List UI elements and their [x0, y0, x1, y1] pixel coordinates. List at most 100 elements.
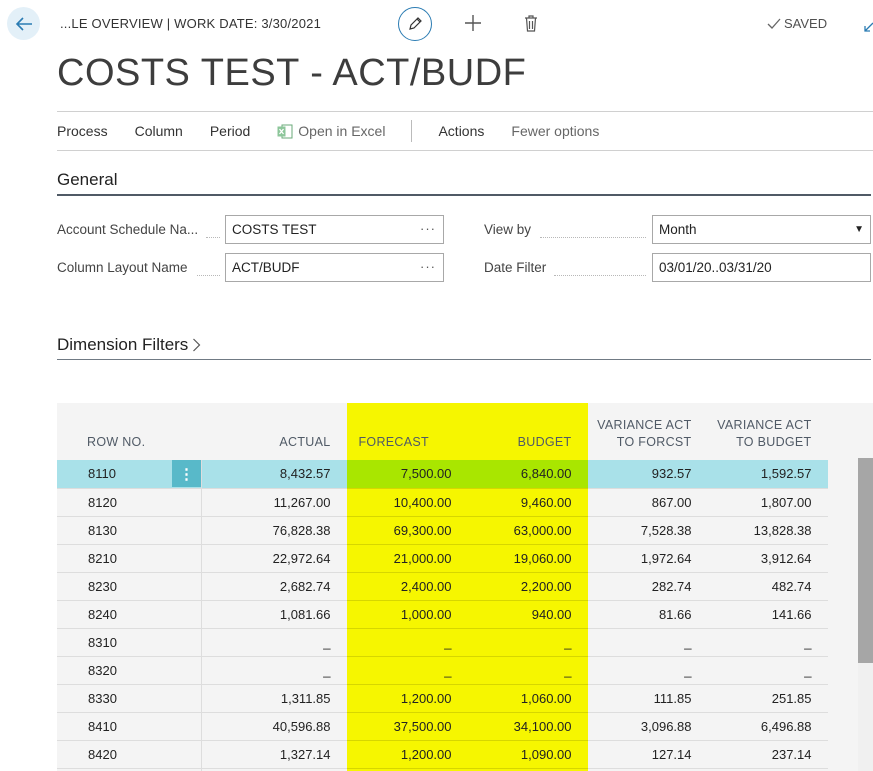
column-header-budget[interactable]: BUDGET	[467, 403, 588, 460]
cell-var-forcst[interactable]	[587, 768, 708, 771]
cell-budget[interactable]: _	[467, 656, 588, 685]
lookup-ellipsis-icon[interactable]: ···	[420, 221, 436, 236]
cell-budget[interactable]: _	[467, 628, 588, 657]
cell-actual[interactable]: 40,596.88	[201, 712, 347, 741]
cell-forecast[interactable]: 1,200.00	[346, 684, 468, 713]
cell-forecast[interactable]: 7,500.00	[346, 460, 468, 489]
cell-row-no[interactable]: 8240	[57, 600, 172, 629]
table-row[interactable]: 8240 1,081.66 1,000.00 940.00 81.66 141.66	[57, 600, 828, 629]
cell-actual[interactable]: 8,432.57	[201, 460, 347, 489]
general-section-title[interactable]: General	[57, 170, 118, 189]
scrollbar-thumb[interactable]	[858, 458, 873, 663]
view-by-select[interactable]: Month ▼	[652, 215, 871, 244]
cell-forecast[interactable]: 69,300.00	[346, 516, 468, 545]
cell-var-forcst[interactable]: 81.66	[587, 600, 708, 629]
cell-var-forcst[interactable]: 282.74	[587, 572, 708, 601]
column-header-variance-forcst[interactable]: VARIANCE ACT TO FORCST	[588, 403, 708, 460]
column-header-actual[interactable]: ACTUAL	[279, 435, 331, 449]
cell-var-budget[interactable]: 251.85	[707, 684, 828, 713]
cell-row-no[interactable]: 8120	[57, 488, 172, 517]
table-row[interactable]: 8410 40,596.88 37,500.00 34,100.00 3,096.88 6…	[57, 712, 828, 741]
cell-budget[interactable]: 34,100.00	[467, 712, 588, 741]
cell-var-forcst[interactable]: 932.57	[587, 460, 708, 489]
cell-forecast[interactable]: _	[346, 628, 468, 657]
cell-var-forcst[interactable]: _	[587, 656, 708, 685]
cell-forecast[interactable]: 37,500.00	[346, 712, 468, 741]
table-row[interactable]: 8210 22,972.64 21,000.00 19,060.00 1,972.64 3…	[57, 544, 828, 573]
cell-budget[interactable]: 9,460.00	[467, 488, 588, 517]
cell-var-budget[interactable]: 3,912.64	[707, 544, 828, 573]
cell-forecast[interactable]: 10,400.00	[346, 488, 468, 517]
table-row[interactable]: 8320 _ _ _ _ _	[57, 656, 828, 685]
cell-var-budget[interactable]: 1,807.00	[707, 488, 828, 517]
cell-row-no[interactable]: 8410	[57, 712, 172, 741]
cell-budget[interactable]: 1,090.00	[467, 740, 588, 769]
cell-row-no[interactable]	[57, 768, 172, 771]
cell-var-budget[interactable]: _	[707, 628, 828, 657]
cell-budget[interactable]	[467, 768, 588, 771]
cell-actual[interactable]: 76,828.38	[201, 516, 347, 545]
table-row[interactable]: 8120 11,267.00 10,400.00 9,460.00 867.00 1,80…	[57, 488, 828, 517]
process-menu[interactable]: Process	[57, 123, 108, 139]
fewer-options-button[interactable]: Fewer options	[511, 123, 600, 139]
cell-var-forcst[interactable]: _	[587, 628, 708, 657]
column-menu[interactable]: Column	[134, 123, 183, 139]
grid-scrollbar[interactable]	[858, 458, 873, 771]
cell-var-budget[interactable]	[707, 768, 828, 771]
cell-var-budget[interactable]: 237.14	[707, 740, 828, 769]
cell-actual[interactable]	[201, 768, 347, 771]
dimension-filters-section-title[interactable]: Dimension Filters	[57, 335, 201, 355]
table-row[interactable]: 8110 ⋮ 8,432.57 7,500.00 6,840.00 932.57 1,592…	[57, 460, 828, 489]
cell-var-forcst[interactable]: 111.85	[587, 684, 708, 713]
table-row[interactable]: 8310 _ _ _ _ _	[57, 628, 828, 657]
cell-row-no[interactable]: 8110	[57, 460, 172, 489]
cell-forecast[interactable]: 1,200.00	[346, 740, 468, 769]
column-header-row-no[interactable]: ROW NO.	[87, 435, 146, 449]
cell-row-no[interactable]: 8310	[57, 628, 172, 657]
lookup-ellipsis-icon[interactable]: ···	[420, 259, 436, 274]
cell-var-budget[interactable]: 1,592.57	[707, 460, 828, 489]
table-row[interactable]: 8330 1,311.85 1,200.00 1,060.00 111.85 251.85	[57, 684, 828, 713]
cell-forecast[interactable]	[346, 768, 468, 771]
cell-budget[interactable]: 19,060.00	[467, 544, 588, 573]
cell-row-no[interactable]: 8210	[57, 544, 172, 573]
row-actions-icon[interactable]: ⋮	[172, 460, 201, 488]
cell-row-no[interactable]: 8330	[57, 684, 172, 713]
cell-actual[interactable]: 22,972.64	[201, 544, 347, 573]
table-row[interactable]: 8230 2,682.74 2,400.00 2,200.00 282.74 482.74	[57, 572, 828, 601]
cell-budget[interactable]: 63,000.00	[467, 516, 588, 545]
collapse-icon[interactable]	[862, 22, 873, 34]
cell-budget[interactable]: 1,060.00	[467, 684, 588, 713]
cell-row-no[interactable]: 8420	[57, 740, 172, 769]
cell-budget[interactable]: 6,840.00	[467, 460, 588, 489]
open-in-excel-button[interactable]: Open in Excel	[277, 123, 385, 139]
column-header-variance-budget[interactable]: VARIANCE ACT TO BUDGET	[708, 403, 828, 460]
cell-var-forcst[interactable]: 867.00	[587, 488, 708, 517]
date-filter-field[interactable]: 03/01/20..03/31/20	[652, 253, 871, 282]
cell-var-forcst[interactable]: 1,972.64	[587, 544, 708, 573]
cell-actual[interactable]: 1,311.85	[201, 684, 347, 713]
table-row[interactable]: 8130 76,828.38 69,300.00 63,000.00 7,528.38 1…	[57, 516, 828, 545]
cell-row-no[interactable]: 8130	[57, 516, 172, 545]
cell-var-budget[interactable]: _	[707, 656, 828, 685]
cell-actual[interactable]: 1,327.14	[201, 740, 347, 769]
cell-forecast[interactable]: 1,000.00	[346, 600, 468, 629]
account-schedule-name-field[interactable]: COSTS TEST ···	[225, 215, 444, 244]
table-row[interactable]: 8420 1,327.14 1,200.00 1,090.00 127.14 237.14	[57, 740, 828, 769]
table-row[interactable]	[57, 768, 828, 771]
cell-row-no[interactable]: 8320	[57, 656, 172, 685]
cell-row-no[interactable]: 8230	[57, 572, 172, 601]
cell-var-budget[interactable]: 141.66	[707, 600, 828, 629]
cell-actual[interactable]: 1,081.66	[201, 600, 347, 629]
cell-actual[interactable]: _	[201, 656, 347, 685]
delete-button[interactable]	[521, 12, 541, 34]
cell-forecast[interactable]: 2,400.00	[346, 572, 468, 601]
cell-var-forcst[interactable]: 3,096.88	[587, 712, 708, 741]
column-layout-name-field[interactable]: ACT/BUDF ···	[225, 253, 444, 282]
cell-actual[interactable]: 2,682.74	[201, 572, 347, 601]
cell-budget[interactable]: 2,200.00	[467, 572, 588, 601]
actions-menu[interactable]: Actions	[438, 123, 485, 139]
cell-var-budget[interactable]: 482.74	[707, 572, 828, 601]
cell-actual[interactable]: 11,267.00	[201, 488, 347, 517]
column-header-forecast[interactable]: FORECAST	[346, 403, 468, 460]
